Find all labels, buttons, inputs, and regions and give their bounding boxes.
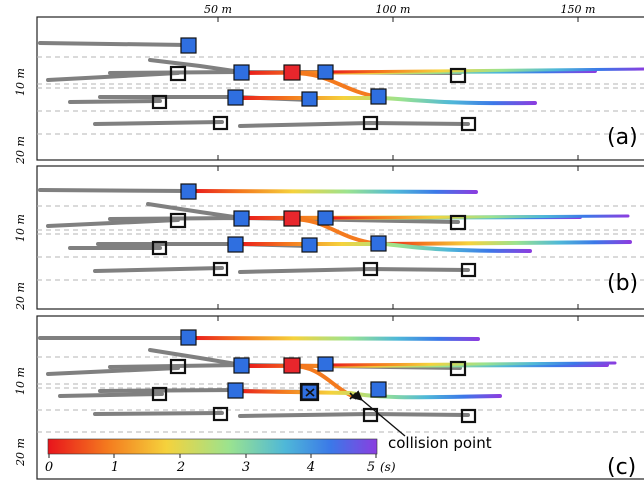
ego-vehicle bbox=[283, 210, 301, 227]
panel-frame bbox=[36, 165, 644, 310]
history-tracks bbox=[38, 188, 470, 274]
planned-vehicle bbox=[317, 356, 334, 372]
panel-c: 10 m 20 m bbox=[14, 315, 644, 480]
other-vehicles bbox=[151, 358, 477, 424]
y-tick-label: 20 m bbox=[14, 136, 27, 165]
other-vehicle bbox=[151, 94, 168, 110]
planned-vehicle bbox=[180, 329, 197, 346]
collision-arrow bbox=[351, 390, 406, 437]
x-axis-labels: 50 m 100 m 150 m bbox=[204, 3, 595, 16]
planned-vehicle bbox=[370, 381, 387, 398]
panel-label: (a) bbox=[607, 125, 638, 150]
other-vehicle bbox=[362, 407, 379, 423]
colorbar: 0 1 2 3 4 5 (s) bbox=[45, 438, 396, 475]
vehicles bbox=[180, 183, 387, 253]
other-vehicle bbox=[212, 261, 229, 277]
other-vehicle bbox=[449, 67, 467, 84]
other-vehicle bbox=[169, 65, 187, 82]
colorbar-tick: 0 bbox=[45, 460, 53, 475]
ego-vehicle bbox=[283, 357, 301, 374]
other-vehicle bbox=[169, 358, 187, 375]
planned-vehicle bbox=[233, 357, 250, 374]
colorbar-unit: (s) bbox=[380, 460, 396, 474]
planned-vehicle bbox=[227, 236, 244, 253]
planned-vehicle bbox=[180, 37, 197, 54]
colorbar-tick: 4 bbox=[306, 460, 315, 475]
planned-vehicle bbox=[180, 183, 197, 200]
other-vehicle bbox=[449, 214, 467, 231]
other-vehicle bbox=[212, 406, 229, 422]
planned-vehicle bbox=[227, 89, 244, 106]
y-tick-label: 20 m bbox=[14, 282, 27, 311]
x-tick-label: 50 m bbox=[204, 3, 232, 16]
colorbar-tick: 3 bbox=[242, 460, 250, 475]
y-tick-label: 10 m bbox=[14, 367, 27, 395]
other-vehicles bbox=[151, 65, 477, 132]
y-tick-label: 10 m bbox=[14, 68, 27, 96]
axis-ticks bbox=[217, 166, 579, 309]
y-tick-label: 10 m bbox=[14, 214, 27, 242]
other-vehicle bbox=[169, 212, 187, 229]
other-vehicle bbox=[460, 262, 477, 278]
other-vehicle bbox=[449, 360, 467, 377]
other-vehicle bbox=[460, 408, 477, 424]
planned-vehicle bbox=[233, 210, 250, 227]
other-vehicle bbox=[212, 115, 229, 131]
x-tick-label: 150 m bbox=[561, 3, 596, 16]
planned-vehicle bbox=[301, 237, 318, 253]
panel-a: 10 m 20 m bbox=[14, 16, 644, 165]
vehicles bbox=[180, 329, 387, 400]
other-vehicle bbox=[362, 261, 379, 277]
planned-vehicle bbox=[317, 64, 334, 80]
axis-ticks bbox=[217, 17, 579, 160]
planned-vehicle bbox=[227, 382, 244, 399]
panel-b: 10 m 20 m bbox=[14, 165, 644, 311]
panel-label: (c) bbox=[607, 455, 636, 480]
colorbar-tick: 2 bbox=[176, 460, 185, 475]
planned-vehicle bbox=[317, 210, 334, 226]
ego-vehicle bbox=[283, 64, 301, 81]
y-tick-label: 20 m bbox=[14, 438, 27, 467]
colorbar-gradient bbox=[47, 438, 378, 455]
planned-vehicle bbox=[370, 235, 387, 252]
planned-vehicle bbox=[370, 88, 387, 105]
other-vehicle bbox=[460, 116, 477, 132]
x-tick-label: 100 m bbox=[376, 3, 411, 16]
other-vehicles bbox=[151, 212, 477, 278]
panel-label: (b) bbox=[607, 271, 638, 296]
other-vehicle bbox=[151, 386, 168, 402]
other-vehicle bbox=[151, 240, 168, 256]
vehicles bbox=[180, 37, 387, 107]
other-vehicle bbox=[299, 382, 320, 402]
planned-vehicle bbox=[233, 64, 250, 81]
other-vehicle bbox=[362, 115, 379, 131]
collision-label: collision point bbox=[388, 434, 492, 452]
colorbar-tick: 5 bbox=[367, 460, 375, 475]
axis-ticks bbox=[217, 316, 579, 321]
planned-vehicle bbox=[301, 91, 318, 107]
colorbar-tick: 1 bbox=[111, 460, 119, 475]
